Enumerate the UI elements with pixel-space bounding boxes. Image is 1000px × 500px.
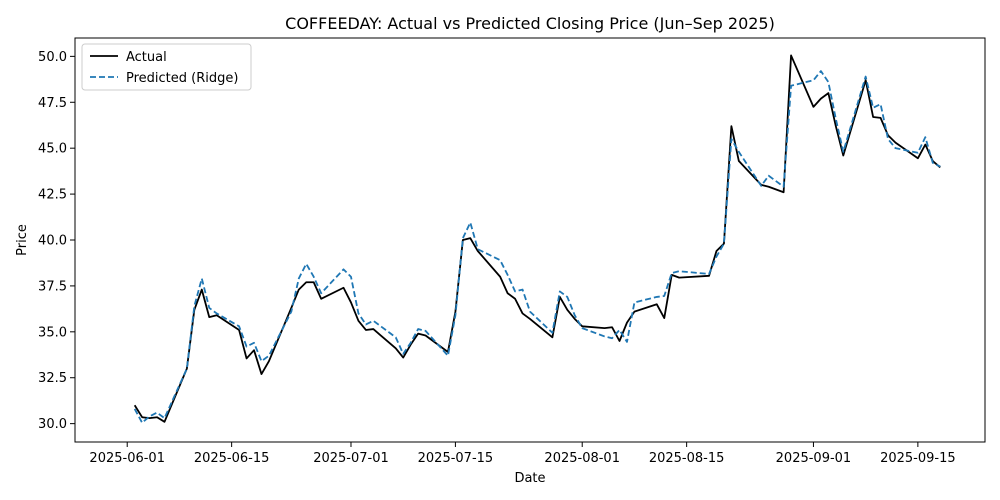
x-axis-title: Date: [514, 471, 545, 486]
y-axis: 30.0 32.5 35.0 37.5 40.0 42.5 45.0 47.5 50.0: [38, 50, 75, 432]
legend-predicted-label: Predicted (Ridge): [126, 71, 238, 86]
y-tick-label: 40.0: [38, 234, 67, 249]
y-axis-title: Price: [15, 224, 30, 256]
legend-actual-label: Actual: [126, 50, 167, 65]
y-tick-label: 32.5: [38, 371, 67, 386]
legend-box: [81, 43, 252, 91]
x-tick-label: 2025-09-01: [776, 451, 852, 466]
x-tick-label: 2025-08-15: [649, 451, 725, 466]
x-tick-label: 2025-09-15: [880, 451, 956, 466]
x-tick-label: 2025-07-01: [313, 451, 389, 466]
x-tick-label: 2025-07-15: [418, 451, 494, 466]
x-axis: 2025-06-01 2025-06-15 2025-07-01 2025-07-15…: [89, 442, 956, 466]
y-tick-label: 37.5: [38, 279, 67, 294]
series-line-predicted: [133, 70, 941, 424]
y-tick-label: 45.0: [38, 142, 67, 157]
series-line-actual: [133, 54, 941, 423]
plot-frame: [74, 37, 986, 443]
y-tick-label: 35.0: [38, 325, 67, 340]
chart-title: COFFEEDAY: Actual vs Predicted Closing P…: [285, 14, 775, 33]
y-tick-label: 30.0: [38, 417, 67, 432]
legend: Actual Predicted (Ridge): [81, 43, 252, 91]
y-tick-label: 42.5: [38, 188, 67, 203]
series-layer: [133, 54, 941, 424]
x-tick-label: 2025-06-01: [89, 451, 165, 466]
y-tick-label: 47.5: [38, 96, 67, 111]
x-tick-label: 2025-08-01: [544, 451, 620, 466]
y-tick-label: 50.0: [38, 50, 67, 65]
x-tick-label: 2025-06-15: [194, 451, 270, 466]
